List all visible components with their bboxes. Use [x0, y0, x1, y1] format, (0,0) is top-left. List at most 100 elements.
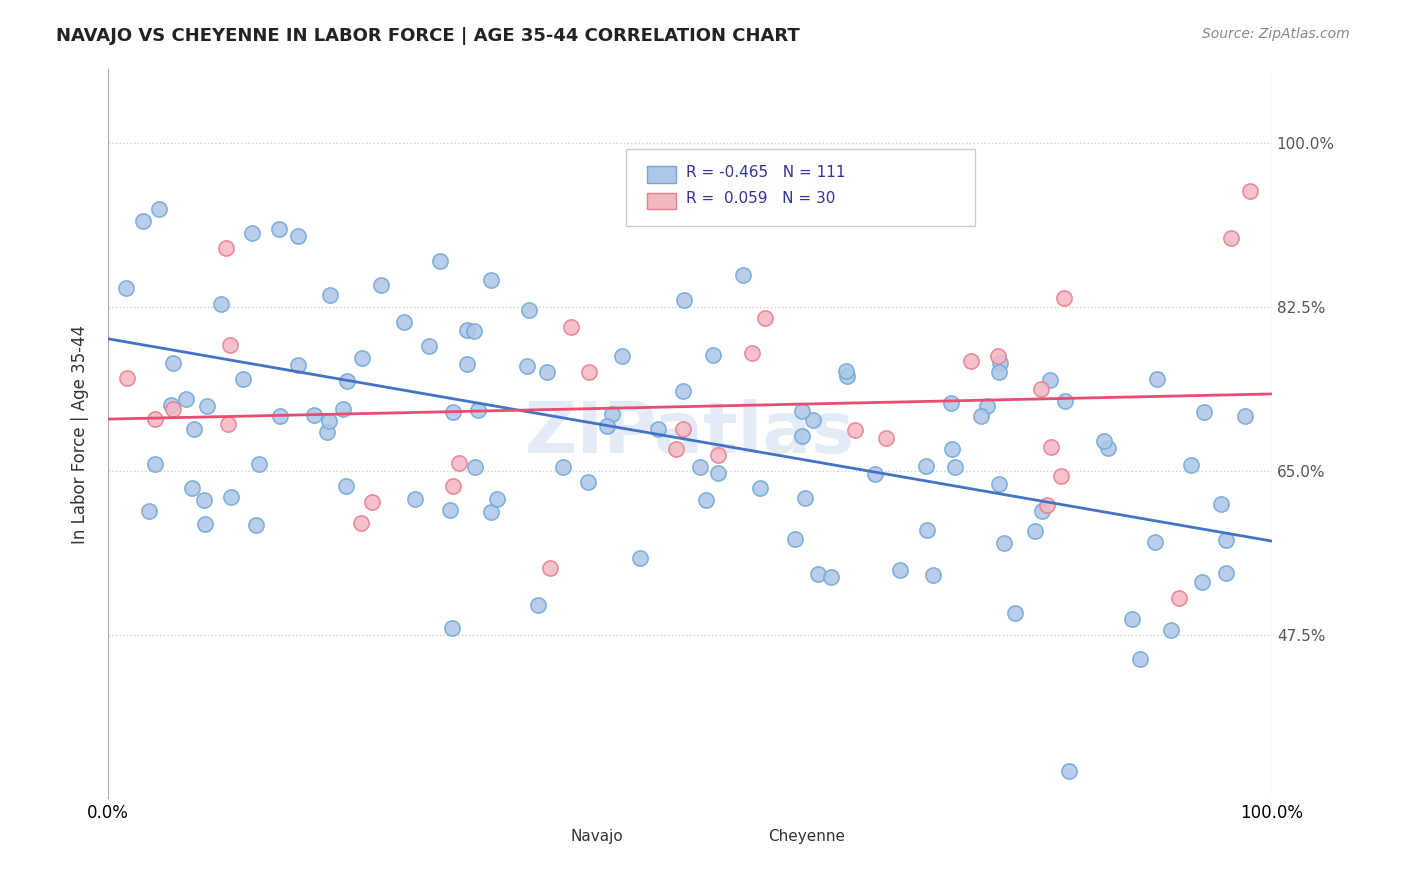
Point: [922, 567, 945, 582]
Point: [835, 368, 858, 383]
Point: [1209, 497, 1232, 511]
Point: [844, 423, 866, 437]
Point: [673, 293, 696, 308]
Point: [335, 479, 357, 493]
Point: [741, 346, 763, 360]
Point: [602, 407, 624, 421]
Point: [138, 503, 160, 517]
Point: [516, 359, 538, 373]
Point: [336, 375, 359, 389]
Point: [245, 517, 267, 532]
Bar: [522, 827, 547, 845]
Point: [217, 417, 239, 432]
Point: [439, 502, 461, 516]
Point: [302, 408, 325, 422]
Point: [707, 466, 730, 480]
Point: [215, 241, 238, 255]
Point: [754, 311, 776, 326]
Point: [941, 442, 963, 456]
Point: [801, 412, 824, 426]
Point: [1168, 591, 1191, 606]
Point: [834, 364, 856, 378]
Point: [875, 431, 897, 445]
Point: [943, 460, 966, 475]
Point: [1039, 373, 1062, 387]
Point: [479, 505, 502, 519]
Point: [647, 422, 669, 436]
Point: [193, 492, 215, 507]
Point: [392, 315, 415, 329]
Text: Source: ZipAtlas.com: Source: ZipAtlas.com: [1202, 27, 1350, 41]
Point: [704, 153, 727, 167]
Point: [319, 288, 342, 302]
Point: [1024, 524, 1046, 538]
Point: [1239, 184, 1261, 198]
Point: [596, 419, 619, 434]
Point: [115, 281, 138, 295]
Point: [960, 354, 983, 368]
Point: [479, 273, 502, 287]
Text: ZIPatlas: ZIPatlas: [524, 400, 855, 468]
Point: [790, 404, 813, 418]
Point: [1146, 372, 1168, 386]
Point: [1234, 409, 1257, 423]
Point: [209, 297, 232, 311]
Point: [318, 413, 340, 427]
Point: [1192, 405, 1215, 419]
Point: [1219, 231, 1241, 245]
Point: [219, 490, 242, 504]
Text: Cheyenne: Cheyenne: [768, 829, 845, 844]
Point: [551, 460, 574, 475]
Point: [370, 278, 392, 293]
Point: [578, 365, 600, 379]
Point: [727, 178, 749, 192]
Point: [441, 405, 464, 419]
Point: [1092, 434, 1115, 449]
Point: [418, 339, 440, 353]
Point: [148, 202, 170, 216]
Point: [456, 323, 478, 337]
Point: [174, 392, 197, 406]
Point: [526, 598, 548, 612]
Point: [1057, 764, 1080, 779]
Point: [1215, 533, 1237, 547]
Point: [1053, 394, 1076, 409]
Point: [1121, 612, 1143, 626]
Point: [1053, 291, 1076, 305]
Point: [794, 491, 817, 505]
Point: [1036, 498, 1059, 512]
Point: [990, 356, 1012, 370]
Point: [915, 458, 938, 473]
Point: [181, 481, 204, 495]
Point: [287, 358, 309, 372]
Point: [316, 425, 339, 439]
Point: [145, 457, 167, 471]
Bar: [647, 167, 676, 183]
Point: [1129, 651, 1152, 665]
Point: [1097, 442, 1119, 456]
Point: [467, 403, 489, 417]
Point: [689, 459, 711, 474]
Point: [672, 384, 695, 399]
Point: [665, 442, 688, 457]
Point: [517, 302, 540, 317]
Point: [350, 351, 373, 365]
Point: [672, 422, 695, 436]
Point: [988, 365, 1011, 379]
Point: [576, 475, 599, 489]
Point: [1031, 504, 1053, 518]
Point: [1143, 535, 1166, 549]
Point: [183, 421, 205, 435]
Point: [1031, 382, 1053, 396]
Point: [441, 479, 464, 493]
Text: Navajo: Navajo: [571, 829, 623, 844]
Point: [287, 229, 309, 244]
Point: [464, 460, 486, 475]
Point: [987, 349, 1010, 363]
Point: [917, 523, 939, 537]
Point: [610, 349, 633, 363]
Point: [160, 398, 183, 412]
Point: [792, 428, 814, 442]
Point: [463, 324, 485, 338]
Bar: [718, 827, 745, 845]
